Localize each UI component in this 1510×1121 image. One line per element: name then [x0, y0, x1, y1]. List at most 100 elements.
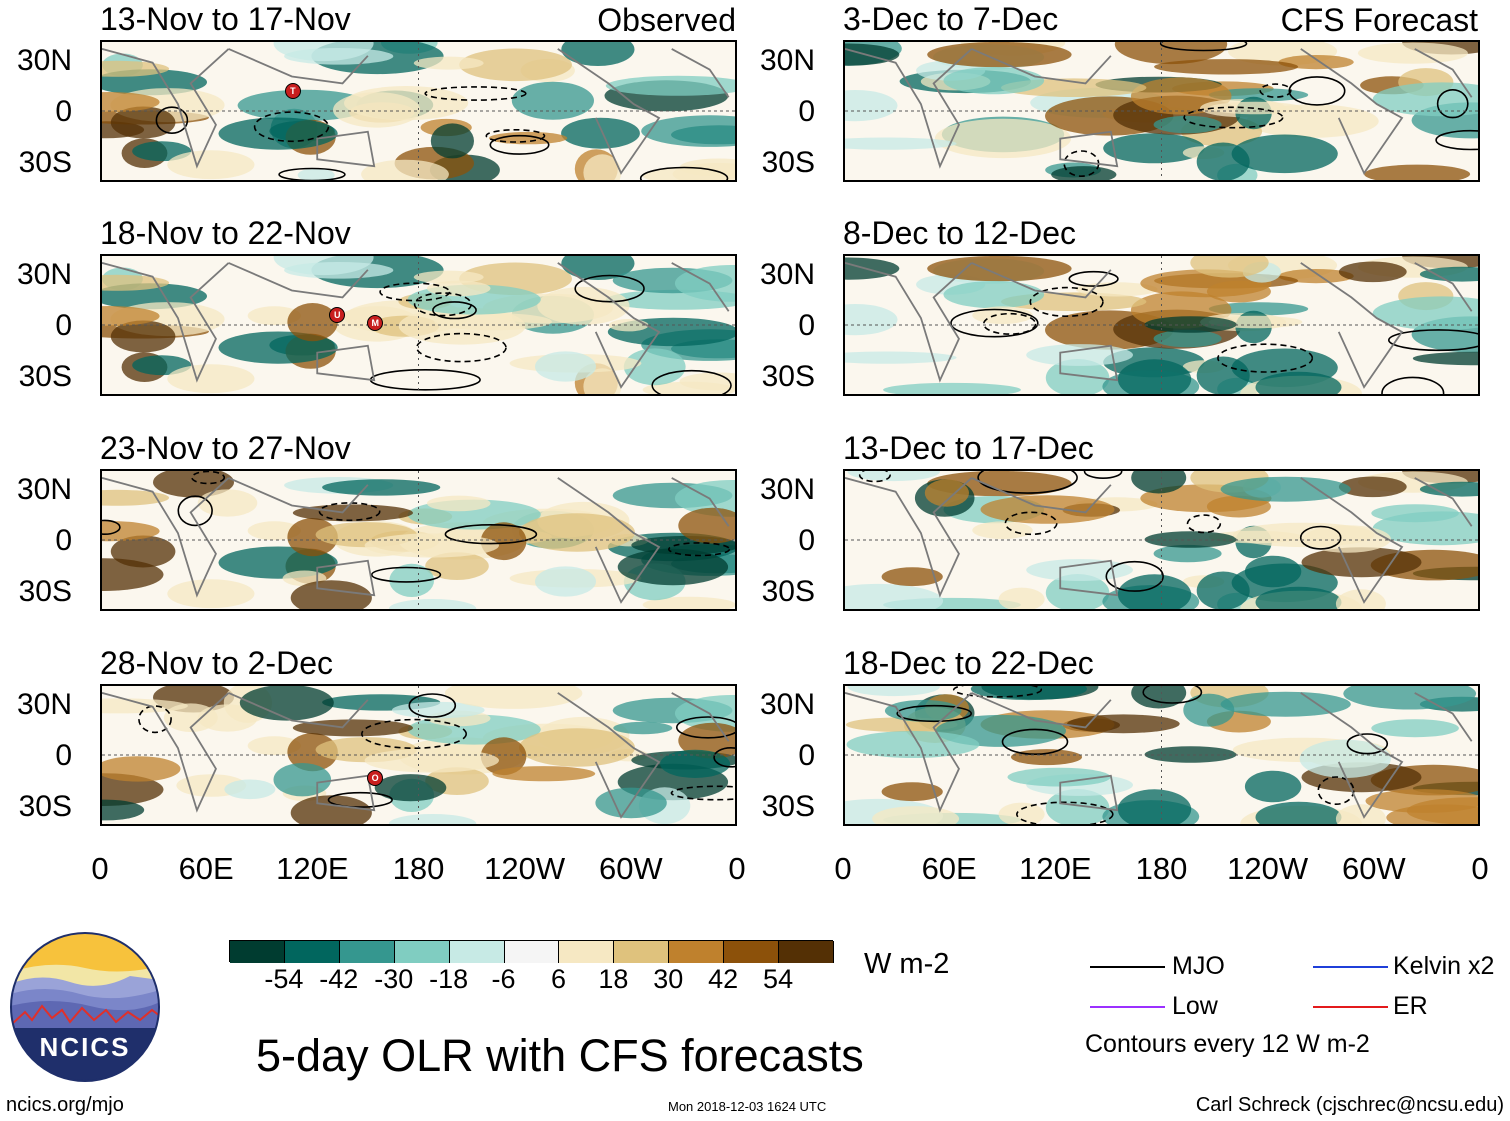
- mjo-contour: [1001, 728, 1069, 756]
- colorbar-cell: [449, 941, 505, 963]
- observed-panel-1-lat-label: 30S: [18, 146, 72, 180]
- mjo-contour: [318, 502, 381, 522]
- colorbar-cell: [394, 941, 450, 963]
- coastline: [845, 477, 973, 598]
- olr-anomaly-shading: [617, 548, 729, 586]
- longitude-label: 120E: [276, 851, 349, 886]
- colorbar-cell: [504, 941, 560, 963]
- coastline: [228, 262, 369, 299]
- olr-anomaly-shading: [333, 92, 421, 128]
- olr-anomaly-shading: [519, 728, 635, 767]
- colorbar-tick-label: -6: [491, 964, 516, 994]
- observed-panel-1-lat-label: 30N: [16, 43, 72, 77]
- mjo-contour: [1183, 106, 1284, 129]
- olr-anomaly-shading: [426, 495, 491, 512]
- olr-anomaly-shading: [943, 67, 1045, 95]
- longitude-label: 60E: [178, 851, 234, 886]
- mjo-contour: [369, 369, 481, 391]
- mjo-contour: [1016, 801, 1114, 824]
- observed-label: Observed: [597, 2, 736, 38]
- forecast-panel-title-4: 18-Dec to 22-Dec: [843, 645, 1094, 681]
- coastline: [1414, 262, 1473, 312]
- olr-anomaly-shading: [1278, 55, 1354, 70]
- mjo-contour: [896, 704, 972, 723]
- olr-anomaly-shading: [1206, 280, 1271, 303]
- forecast-panel-4-lat-label: 30S: [761, 790, 815, 824]
- coastline: [971, 48, 1112, 85]
- observed-panel-title-3: 23-Nov to 27-Nov: [100, 430, 351, 466]
- olr-anomaly-shading: [489, 131, 568, 145]
- olr-anomaly-shading: [290, 580, 372, 609]
- forecast-panel-title-3: 13-Dec to 17-Dec: [843, 430, 1094, 466]
- olr-anomaly-shading: [1357, 42, 1468, 64]
- olr-anomaly-shading: [163, 703, 218, 732]
- olr-anomaly-shading: [980, 495, 1115, 524]
- colorbar-tick-label: -42: [319, 964, 359, 994]
- olr-anomaly-shading: [1244, 770, 1302, 803]
- olr-anomaly-shading: [845, 137, 957, 150]
- forecast-panel-2-lat-label: 0: [798, 309, 815, 342]
- olr-anomaly-shading: [392, 701, 485, 719]
- colorbar: [229, 940, 834, 963]
- colorbar-tick-label: 42: [708, 964, 739, 994]
- olr-anomaly-shading: [847, 471, 940, 482]
- mjo-contour: [639, 166, 729, 180]
- olr-anomaly-shading: [284, 48, 394, 65]
- mjo-contour: [191, 471, 226, 485]
- mjo-contour: [952, 686, 1043, 698]
- coastline: [1059, 344, 1119, 382]
- mjo-contour: [278, 167, 346, 180]
- coastline: [557, 692, 661, 819]
- olr-anomaly-shading: [1131, 471, 1187, 494]
- observed-panel-3-lat-label: 30S: [18, 575, 72, 609]
- footer-url[interactable]: ncics.org/mjo: [6, 1094, 124, 1116]
- coastline: [102, 692, 230, 813]
- observed-panel-2-lat-label: 30N: [16, 257, 72, 291]
- olr-anomaly-shading: [102, 274, 170, 291]
- olr-anomaly-shading: [1103, 133, 1205, 164]
- longitude-label: 60W: [598, 851, 663, 886]
- coastline: [557, 48, 661, 175]
- olr-anomaly-shading: [605, 75, 735, 96]
- olr-anomaly-shading: [1114, 42, 1228, 65]
- observed-panel-4-lat-label: 30S: [18, 790, 72, 824]
- mjo-contour: [977, 471, 1078, 494]
- olr-anomaly-shading: [845, 90, 898, 122]
- colorbar-cell: [339, 941, 395, 963]
- olr-anomaly-shading: [292, 504, 413, 522]
- colorbar-tick-label: 6: [550, 964, 566, 994]
- olr-anomaly-shading: [1364, 164, 1471, 180]
- forecast-panel-title-1: 3-Dec to 7-Dec: [843, 1, 1059, 37]
- coastline: [557, 262, 661, 389]
- olr-anomaly-shading: [1117, 359, 1192, 394]
- olr-anomaly-shading: [413, 56, 484, 70]
- forecast-map-panel-2: [843, 254, 1480, 396]
- olr-anomaly-shading: [425, 552, 489, 580]
- mjo-contour: [1388, 329, 1478, 352]
- olr-anomaly-shading: [1244, 555, 1302, 588]
- olr-anomaly-shading: [1255, 801, 1342, 824]
- mjo-contour: [1083, 471, 1123, 479]
- mjo-contour: [432, 301, 477, 320]
- observed-map-panel-3: [100, 469, 737, 611]
- mjo-contour: [1346, 733, 1389, 755]
- olr-anomaly-shading: [167, 150, 255, 180]
- coastline: [1059, 774, 1119, 812]
- coastline: [316, 774, 376, 812]
- olr-anomaly-shading: [364, 748, 499, 773]
- olr-anomaly-shading: [1067, 714, 1180, 734]
- olr-anomaly-shading: [1338, 476, 1407, 498]
- observed-panel-title-1: 13-Nov to 17-Nov: [100, 1, 351, 37]
- colorbar-cell: [779, 941, 834, 963]
- olr-anomaly-shading: [1220, 691, 1351, 717]
- longitude-label: 120W: [1227, 851, 1309, 886]
- olr-anomaly-shading: [1303, 525, 1391, 553]
- observed-panel-1-lat-label: 0: [55, 95, 72, 128]
- olr-anomaly-shading: [1153, 329, 1222, 348]
- olr-anomaly-shading: [519, 513, 635, 552]
- mjo-contour: [1299, 525, 1342, 550]
- observed-map-panel-4: O: [100, 684, 737, 826]
- olr-anomaly-shading: [881, 782, 943, 802]
- olr-anomaly-shading: [102, 799, 145, 821]
